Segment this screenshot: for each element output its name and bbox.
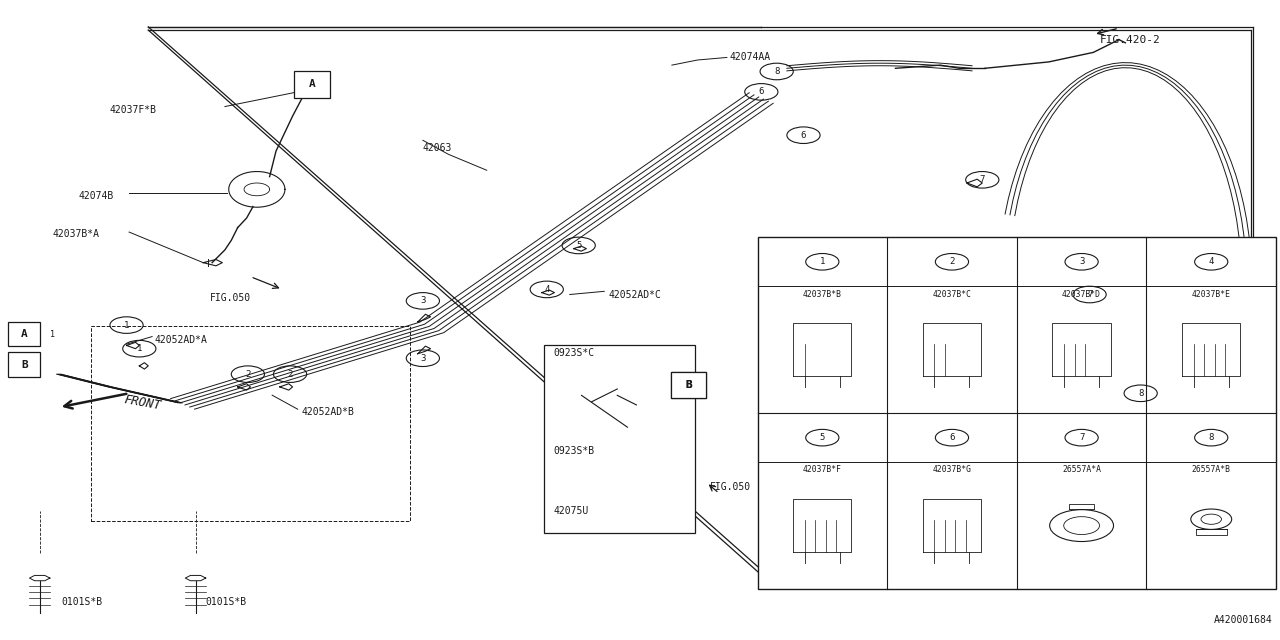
Text: 26557A*A: 26557A*A	[1062, 465, 1101, 474]
Text: 4: 4	[544, 285, 549, 294]
Text: 42074B: 42074B	[78, 191, 113, 201]
Text: 5: 5	[819, 433, 826, 442]
Text: A: A	[20, 329, 28, 339]
Bar	[544, 346, 695, 534]
Text: 6: 6	[950, 433, 955, 442]
Text: 2: 2	[287, 370, 293, 379]
Bar	[758, 237, 1276, 589]
Text: 4: 4	[1208, 257, 1213, 266]
Text: A420001684: A420001684	[1213, 614, 1272, 625]
Text: 42063: 42063	[422, 143, 452, 153]
Text: 8: 8	[1138, 388, 1143, 398]
Text: A: A	[308, 79, 315, 89]
Text: 6: 6	[801, 131, 806, 140]
Text: 42052AD*A: 42052AD*A	[155, 335, 207, 346]
Text: 42075U: 42075U	[553, 506, 589, 516]
Text: 5: 5	[576, 241, 581, 250]
Text: 0923S*B: 0923S*B	[553, 445, 594, 456]
Text: 2: 2	[246, 370, 251, 379]
Text: 42052AD*C: 42052AD*C	[608, 289, 660, 300]
Bar	[671, 372, 707, 398]
Text: FIG.050: FIG.050	[210, 292, 251, 303]
Text: 8: 8	[774, 67, 780, 76]
Text: 3: 3	[420, 296, 425, 305]
Text: 42037B*E: 42037B*E	[1192, 289, 1231, 299]
Text: 42074AA: 42074AA	[730, 52, 771, 63]
Text: B: B	[685, 380, 692, 390]
Text: 42037B*C: 42037B*C	[932, 289, 972, 299]
Text: FIG.050: FIG.050	[710, 482, 751, 492]
Text: 0923S*C: 0923S*C	[553, 348, 594, 358]
Text: 0101S*B: 0101S*B	[61, 596, 102, 607]
Text: 0101S*B: 0101S*B	[206, 596, 247, 607]
Text: 8: 8	[1208, 433, 1213, 442]
Text: 2: 2	[950, 257, 955, 266]
Bar	[671, 372, 707, 398]
Text: B: B	[685, 380, 692, 390]
Text: 1: 1	[819, 257, 826, 266]
Bar	[294, 71, 330, 98]
Bar	[9, 322, 41, 346]
Text: 42037B*B: 42037B*B	[803, 289, 842, 299]
Text: 1: 1	[124, 321, 129, 330]
Text: 7: 7	[1079, 433, 1084, 442]
Text: 3: 3	[420, 354, 425, 363]
Text: B: B	[20, 360, 28, 370]
Text: 42052AD*B: 42052AD*B	[302, 408, 355, 417]
Text: 1: 1	[50, 330, 55, 339]
Text: 3: 3	[1079, 257, 1084, 266]
Text: 42037B*G: 42037B*G	[932, 465, 972, 474]
Text: 7: 7	[979, 175, 986, 184]
Text: 42037B*D: 42037B*D	[1062, 289, 1101, 299]
Text: 1: 1	[137, 344, 142, 353]
Text: 42037B*F: 42037B*F	[803, 465, 842, 474]
Text: FIG.420-2: FIG.420-2	[1100, 35, 1161, 45]
Text: 42037B*A: 42037B*A	[52, 229, 100, 239]
Text: 6: 6	[759, 88, 764, 97]
Text: FRONT: FRONT	[123, 393, 161, 413]
Text: 42037F*B: 42037F*B	[110, 105, 157, 115]
Text: 7: 7	[1087, 290, 1092, 299]
Bar	[9, 353, 41, 377]
Text: 26557A*B: 26557A*B	[1192, 465, 1231, 474]
